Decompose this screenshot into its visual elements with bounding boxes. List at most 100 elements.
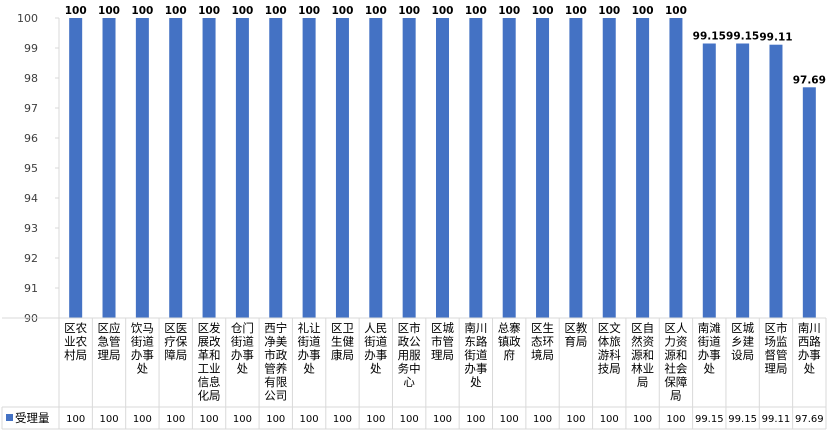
x-category-label: 区市场监督管理局	[764, 321, 787, 376]
bar	[302, 18, 316, 318]
bar-value-label: 100	[565, 5, 587, 17]
bar-value-label: 100	[98, 5, 120, 17]
y-tick-label: 97	[24, 102, 38, 115]
table-value: 100	[366, 414, 385, 425]
bar	[702, 43, 716, 318]
x-category-label: 区自然资源和林业局	[631, 321, 654, 389]
bar	[369, 18, 383, 318]
x-category-label: 区市政公用服务中心	[398, 321, 421, 389]
table-value: 100	[166, 414, 185, 425]
table-value: 100	[66, 414, 85, 425]
x-category-label: 区卫生健康局	[331, 321, 354, 362]
x-category-label: 西宁净美市政管养有限公司	[264, 321, 287, 403]
legend-swatch	[6, 414, 13, 421]
x-category-label: 人民街道办事处	[364, 321, 387, 376]
y-tick-label: 94	[24, 192, 38, 205]
bar	[769, 44, 783, 318]
bar	[269, 18, 283, 318]
bar	[235, 18, 249, 318]
table-value: 100	[133, 414, 152, 425]
y-tick-label: 98	[24, 72, 38, 85]
bar	[135, 18, 149, 318]
x-category-label: 南滩街道办事处	[698, 321, 721, 376]
table-value: 100	[200, 414, 219, 425]
x-category-label: 区农业农村局	[64, 321, 87, 362]
x-category-label: 南川东路街道办事处	[464, 321, 487, 389]
x-category-label: 区应急管理局	[98, 321, 121, 362]
table-value: 99.15	[728, 414, 757, 425]
bar	[69, 18, 83, 318]
x-category-label: 饮马街道办事处	[131, 321, 154, 376]
bar-value-label: 99.15	[693, 31, 726, 43]
bar-value-label: 97.69	[793, 74, 826, 86]
table-value: 100	[500, 414, 519, 425]
x-category-label: 总寨镇政府	[498, 321, 521, 362]
bar	[102, 18, 116, 318]
bar-value-label: 100	[598, 5, 620, 17]
y-tick-label: 91	[24, 282, 38, 295]
bar	[602, 18, 616, 318]
y-tick-label: 99	[24, 42, 38, 55]
y-tick-label: 96	[24, 132, 38, 145]
table-value: 100	[600, 414, 619, 425]
bar-value-label: 100	[231, 5, 253, 17]
y-tick-label: 93	[24, 222, 38, 235]
table-value: 100	[233, 414, 252, 425]
table-value: 99.11	[762, 414, 791, 425]
bar-value-label: 100	[298, 5, 320, 17]
table-value: 100	[333, 414, 352, 425]
bar	[636, 18, 650, 318]
bar	[169, 18, 183, 318]
table-value: 100	[633, 414, 652, 425]
table-value: 100	[566, 414, 585, 425]
bar	[502, 18, 516, 318]
bar-value-label: 100	[498, 5, 520, 17]
bar-value-label: 100	[432, 5, 454, 17]
x-category-label: 区人力资源和社会保障局	[664, 321, 687, 403]
bar	[202, 18, 216, 318]
x-category-label: 仓门街道办事处	[231, 321, 254, 376]
bar-value-label: 100	[365, 5, 387, 17]
y-tick-label: 92	[24, 252, 38, 265]
bar	[569, 18, 583, 318]
x-category-label: 区城乡建设局	[731, 321, 754, 362]
x-category-label: 区发展改革和工业信息化局	[198, 321, 221, 403]
table-value: 100	[533, 414, 552, 425]
table-value: 97.69	[795, 414, 824, 425]
table-value: 99.15	[695, 414, 724, 425]
bar-value-label: 100	[265, 5, 287, 17]
x-category-label: 礼让街道办事处	[298, 321, 321, 376]
bar	[669, 18, 683, 318]
bar-value-label: 100	[165, 5, 187, 17]
bar	[536, 18, 550, 318]
table-value: 100	[433, 414, 452, 425]
bar-value-label: 100	[632, 5, 654, 17]
x-category-label: 区医疗保障局	[164, 321, 187, 362]
bar-value-label: 100	[198, 5, 220, 17]
table-value: 100	[300, 414, 319, 425]
bar-value-label: 99.11	[759, 32, 792, 44]
x-category-label: 区生态环境局	[531, 321, 554, 362]
bar-value-label: 100	[665, 5, 687, 17]
bar	[469, 18, 483, 318]
table-value: 100	[466, 414, 485, 425]
bar-value-label: 100	[465, 5, 487, 17]
bar	[736, 43, 750, 318]
table-value: 100	[266, 414, 285, 425]
bar	[802, 87, 816, 318]
y-tick-label: 100	[17, 12, 38, 25]
table-value: 100	[666, 414, 685, 425]
bar-value-label: 100	[532, 5, 554, 17]
legend-label: 受理量	[15, 411, 50, 425]
x-category-label: 区城市管理局	[431, 321, 454, 362]
bar	[402, 18, 416, 318]
bar	[436, 18, 449, 318]
bar-value-label: 100	[331, 5, 353, 17]
y-tick-label: 95	[24, 162, 38, 175]
x-category-label: 区文体旅游科技局	[598, 321, 621, 376]
bar-value-label: 99.15	[726, 31, 759, 43]
x-category-label: 区教育局	[564, 321, 587, 349]
bar	[335, 18, 349, 318]
table-value: 100	[400, 414, 419, 425]
